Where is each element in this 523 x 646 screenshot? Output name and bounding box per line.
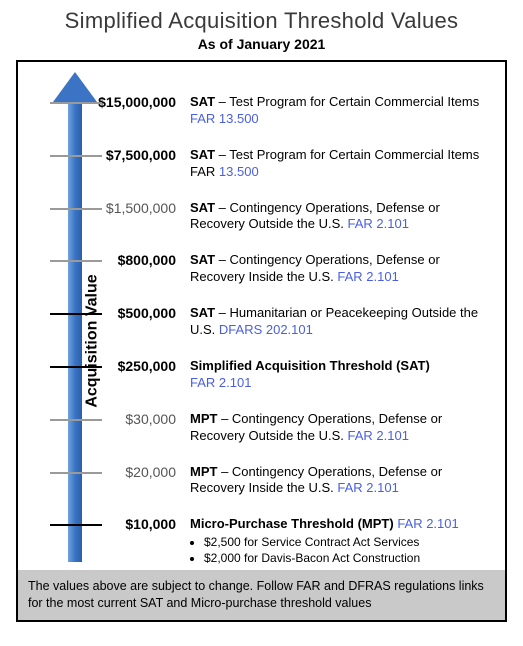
regulation-link[interactable]: DFARS 202.101	[219, 322, 313, 337]
threshold-text: Micro-Purchase Threshold (MPT)	[190, 516, 397, 531]
threshold-row: $10,000Micro-Purchase Threshold (MPT) FA…	[64, 516, 495, 566]
chart-frame: Acquisition Value $15,000,000SAT – Test …	[16, 60, 507, 622]
threshold-lead: SAT	[190, 200, 215, 215]
regulation-link[interactable]: FAR 13.500	[190, 111, 259, 126]
threshold-lead: SAT	[190, 147, 215, 162]
threshold-lead: MPT	[190, 411, 217, 426]
regulation-link[interactable]: FAR 2.101	[397, 516, 458, 531]
tick-mark	[64, 208, 86, 210]
tick-mark	[64, 102, 86, 104]
threshold-description: MPT – Contingency Operations, Defense or…	[186, 464, 495, 498]
threshold-row: $250,000Simplified Acquisition Threshold…	[64, 358, 495, 392]
threshold-row: $15,000,000SAT – Test Program for Certai…	[64, 94, 495, 128]
threshold-text: – Contingency Operations, Defense or Rec…	[190, 464, 442, 496]
threshold-row: $20,000MPT – Contingency Operations, Def…	[64, 464, 495, 498]
tick-mark	[64, 419, 86, 421]
threshold-description: MPT – Contingency Operations, Defense or…	[186, 411, 495, 445]
tick-mark	[64, 366, 86, 368]
threshold-text: – Contingency Operations, Defense or Rec…	[190, 252, 440, 284]
footnote: The values above are subject to change. …	[18, 570, 505, 620]
threshold-description: Micro-Purchase Threshold (MPT) FAR 2.101…	[186, 516, 495, 566]
threshold-text: – Test Program for Certain Commercial It…	[215, 94, 479, 109]
tick-mark	[64, 524, 86, 526]
threshold-row: $7,500,000SAT – Test Program for Certain…	[64, 147, 495, 181]
threshold-description: SAT – Test Program for Certain Commercia…	[186, 147, 495, 181]
threshold-bullets: $2,500 for Service Contract Act Services…	[204, 535, 495, 566]
threshold-row: $500,000SAT – Humanitarian or Peacekeepi…	[64, 305, 495, 339]
tick-mark	[64, 313, 86, 315]
threshold-bullet: $2,000 for Davis-Bacon Act Construction	[204, 551, 495, 567]
threshold-description: Simplified Acquisition Threshold (SAT) FA…	[186, 358, 495, 392]
threshold-rows: $15,000,000SAT – Test Program for Certai…	[64, 94, 495, 560]
threshold-description: SAT – Test Program for Certain Commercia…	[186, 94, 495, 128]
threshold-description: SAT – Contingency Operations, Defense or…	[186, 252, 495, 286]
page-title: Simplified Acquisition Threshold Values	[0, 8, 523, 34]
threshold-lead: SAT	[190, 252, 215, 267]
threshold-description: SAT – Humanitarian or Peacekeeping Outsi…	[186, 305, 495, 339]
threshold-bullet: $2,500 for Service Contract Act Services	[204, 535, 495, 551]
tick-mark	[64, 260, 86, 262]
threshold-lead: MPT	[190, 464, 217, 479]
threshold-lead: SAT	[190, 94, 215, 109]
tick-mark	[64, 472, 86, 474]
threshold-row: $800,000SAT – Contingency Operations, De…	[64, 252, 495, 286]
regulation-link[interactable]: 13.500	[219, 164, 259, 179]
tick-mark	[64, 155, 86, 157]
page-subtitle: As of January 2021	[0, 36, 523, 52]
regulation-link[interactable]: FAR 2.101	[337, 269, 398, 284]
threshold-row: $1,500,000SAT – Contingency Operations, …	[64, 200, 495, 234]
threshold-text: Simplified Acquisition Threshold (SAT)	[190, 358, 430, 373]
regulation-link[interactable]: FAR 2.101	[348, 216, 409, 231]
threshold-lead: SAT	[190, 305, 215, 320]
threshold-description: SAT – Contingency Operations, Defense or…	[186, 200, 495, 234]
regulation-link[interactable]: FAR 2.101	[337, 480, 398, 495]
threshold-row: $30,000MPT – Contingency Operations, Def…	[64, 411, 495, 445]
regulation-link[interactable]: FAR 2.101	[190, 375, 251, 390]
regulation-link[interactable]: FAR 2.101	[348, 428, 409, 443]
